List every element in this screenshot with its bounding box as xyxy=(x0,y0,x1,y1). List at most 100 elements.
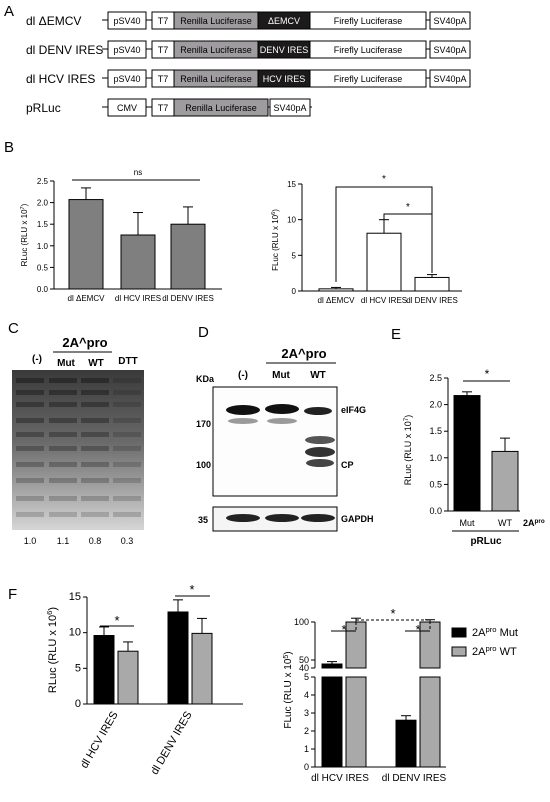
bar xyxy=(93,635,115,705)
ires-box: DENV IRES xyxy=(260,45,309,55)
y-tick-label: 15 xyxy=(69,591,81,603)
gel-band xyxy=(81,402,109,407)
polya-box: SV40pA xyxy=(433,74,466,84)
x-tick-label: dl DENV IRES xyxy=(382,773,447,784)
bar xyxy=(68,199,104,290)
gel-band xyxy=(81,432,109,437)
y-tick-label: 50 xyxy=(299,655,309,665)
y-tick-label: 40 xyxy=(299,663,309,673)
gel-band xyxy=(49,462,77,467)
x-tick-label: WT xyxy=(498,518,512,528)
y-tick-label: 1 xyxy=(304,744,309,754)
gel-panel-c: 2A^pro (-) Mut WT DTT 1.0 1.1 0.8 0.3 xyxy=(12,335,144,546)
y-tick-label: 1.5 xyxy=(429,426,442,436)
x-tick-label: Mut xyxy=(459,518,475,528)
gel-band xyxy=(81,462,109,467)
x-tick-label: dl HCV IRES xyxy=(78,710,120,771)
bar xyxy=(345,676,367,768)
gel-band xyxy=(49,446,77,451)
gel-band xyxy=(49,512,77,517)
polya-box: SV40pA xyxy=(433,16,466,26)
bar xyxy=(366,232,402,292)
gel-band xyxy=(16,390,44,395)
x-tick-label: dl DENV IRES xyxy=(162,294,214,303)
gel-band xyxy=(16,446,44,451)
significance-label: * xyxy=(382,174,386,185)
t7-box: T7 xyxy=(158,74,169,84)
gel-band xyxy=(49,496,77,501)
y-tick-label: 2.0 xyxy=(37,199,49,208)
construct-label: pRLuc xyxy=(26,101,61,115)
polya-box: SV40pA xyxy=(433,45,466,55)
y-tick-label: 15 xyxy=(287,180,296,189)
y-tick-label: 2.5 xyxy=(37,177,49,186)
gel-band xyxy=(49,418,77,423)
x-tick-label: dl DENV IRES xyxy=(406,296,458,305)
band-label: eIF4G xyxy=(341,405,366,415)
gel-band xyxy=(16,432,44,437)
y-axis-label: RLuc (RLU x 107) xyxy=(20,203,29,266)
significance-label: * xyxy=(415,622,420,637)
ires-box: ΔEMCV xyxy=(268,16,300,26)
legend-swatch xyxy=(451,646,467,657)
factor-label: 2Apro xyxy=(523,518,545,529)
y-tick-label: 1.0 xyxy=(429,453,442,463)
significance-label: ns xyxy=(134,168,142,177)
lane-label: Mut xyxy=(272,370,290,381)
gel-band xyxy=(113,496,141,501)
y-tick-label: 1.5 xyxy=(37,220,49,229)
gel-band xyxy=(81,446,109,451)
gel-band xyxy=(16,462,44,467)
promoter-box: pSV40 xyxy=(113,16,140,26)
significance-label: * xyxy=(406,202,410,213)
gel-band xyxy=(16,418,44,423)
legend-label: 2Apro Mut xyxy=(472,625,518,640)
y-axis-label: RLuc (RLU x 107) xyxy=(403,415,414,486)
y-tick-label: 2.5 xyxy=(429,373,442,383)
gel-band xyxy=(16,402,44,407)
lane-label: WT xyxy=(88,358,104,369)
significance-bracket xyxy=(383,213,433,273)
bar xyxy=(318,288,354,292)
y-axis-label: FLuc (RLU x 105) xyxy=(283,651,295,728)
y-tick-label: 2 xyxy=(304,726,309,736)
y-tick-label: 10 xyxy=(69,627,81,639)
firefly-box: Firefly Luciferase xyxy=(334,45,403,55)
gel-band xyxy=(49,478,77,483)
y-tick-label: 0.0 xyxy=(37,285,49,294)
bar xyxy=(321,676,343,768)
y-tick-label: 0.0 xyxy=(429,506,442,516)
lane-label: (-) xyxy=(238,370,248,381)
y-tick-label: 0 xyxy=(292,287,297,296)
gel-band xyxy=(81,496,109,501)
lane-label: (-) xyxy=(32,354,42,365)
panel-label-c: C xyxy=(8,320,19,337)
kda-label: KDa xyxy=(196,374,215,384)
x-tick-label: dl ΔEMCV xyxy=(318,296,356,305)
gel-band xyxy=(49,390,77,395)
x-tick-label: dl DENV IRES xyxy=(149,710,195,777)
bar xyxy=(167,611,189,705)
promoter-box: pSV40 xyxy=(113,74,140,84)
y-tick-label: 10 xyxy=(287,216,296,225)
gel-band xyxy=(16,512,44,517)
y-tick-label: 1.0 xyxy=(37,242,49,251)
bar xyxy=(170,223,206,290)
panel-label-b: B xyxy=(4,139,14,156)
lane-group-header: 2A^pro xyxy=(281,346,326,361)
panel-label-e: E xyxy=(391,326,401,343)
gel-band xyxy=(49,402,77,407)
bar xyxy=(117,650,139,705)
gel-band xyxy=(81,512,109,517)
bar xyxy=(419,676,441,768)
construct-row: dl DENV IRES pSV40 T7 Renilla Luciferase… xyxy=(26,40,471,59)
y-tick-label: 3 xyxy=(304,708,309,718)
significance-label: * xyxy=(341,622,346,637)
lane-label: DTT xyxy=(118,356,137,367)
gel-band xyxy=(113,478,141,483)
gel-band xyxy=(113,390,141,395)
renilla-box: Renilla Luciferase xyxy=(180,16,252,26)
gel-band xyxy=(113,432,141,437)
y-tick-label: 5 xyxy=(75,662,81,674)
